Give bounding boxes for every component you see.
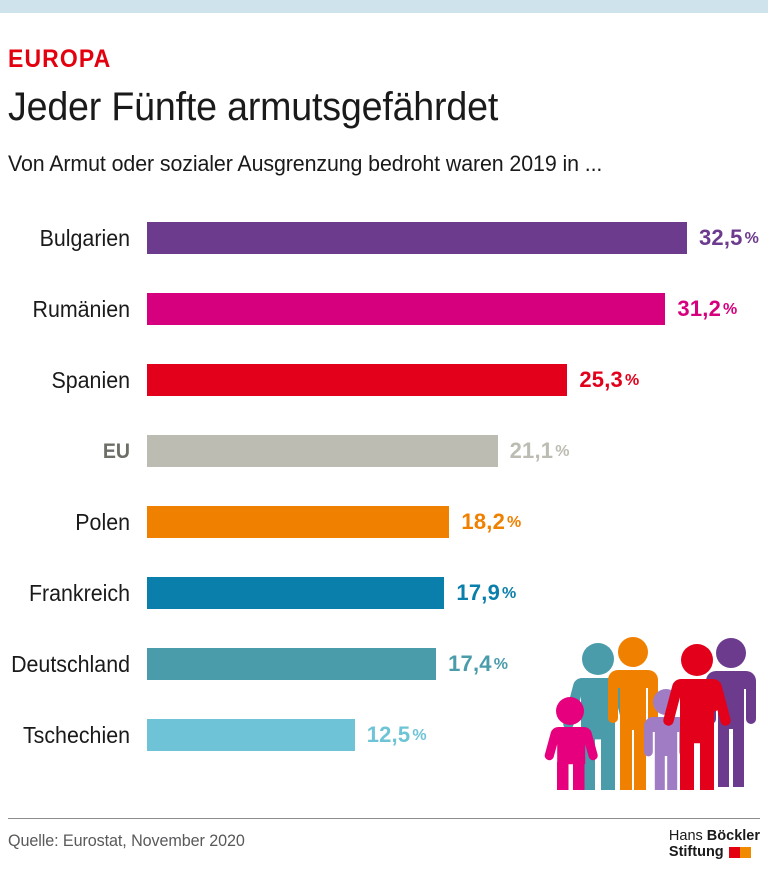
bar-row: Deutschland 17,4%: [0, 648, 768, 680]
bar-track: 31,2%: [147, 293, 768, 325]
bar-value-label: 32,5%: [699, 225, 759, 251]
logo-red-square-icon: [728, 846, 740, 858]
bar-category-label: Deutschland: [11, 650, 130, 677]
bar-fill: [147, 719, 355, 751]
top-accent-band: [0, 0, 768, 13]
family-pictogram-illustration: [527, 634, 763, 790]
bar-fill: [147, 293, 666, 325]
man-orange-icon: [608, 637, 658, 790]
percent-sign: %: [555, 443, 570, 460]
bar-track: 17,9%: [147, 577, 768, 609]
bar-category-label: Spanien: [51, 366, 130, 393]
percent-sign: %: [412, 727, 427, 744]
bar-value-number: 17,4: [448, 651, 492, 676]
bar-value-label: 31,2%: [677, 296, 737, 322]
bar-value-label: 25,3%: [579, 367, 639, 393]
bar-fill: [147, 506, 450, 538]
bar-fill: [147, 648, 437, 680]
logo-word-boeckler: Böckler: [706, 828, 760, 844]
bar-value-number: 17,9: [456, 580, 501, 605]
percent-sign: %: [744, 230, 760, 247]
bar-track: 18,2%: [147, 506, 768, 538]
footer-divider: [8, 818, 760, 819]
hans-boeckler-stiftung-logo: Hans Böckler Stiftung: [669, 828, 760, 860]
logo-line-two: Stiftung: [669, 844, 760, 860]
source-note: Quelle: Eurostat, November 2020: [8, 831, 245, 850]
woman-red-icon: [663, 644, 731, 790]
bar-track: 32,5%: [147, 222, 768, 254]
logo-line-one: Hans Böckler: [669, 828, 760, 844]
percent-sign: %: [624, 372, 640, 389]
bar-category-label: Frankreich: [28, 579, 131, 606]
girl-child-pink-icon: [544, 697, 598, 790]
page-subtitle: Von Armut oder sozialer Ausgrenzung bedr…: [8, 151, 603, 177]
bar-row: Bulgarien 32,5%: [0, 222, 768, 254]
bar-value-label: 17,4%: [448, 651, 508, 677]
bar-fill: [147, 435, 498, 467]
bar-category-label: Bulgarien: [39, 224, 130, 251]
percent-sign: %: [507, 514, 522, 531]
bar-value-number: 25,3: [579, 367, 623, 392]
bar-value-label: 12,5%: [367, 722, 427, 748]
bar-row: Polen 18,2%: [0, 506, 768, 538]
bar-value-number: 31,2: [677, 296, 722, 321]
logo-orange-square-icon: [739, 846, 751, 858]
page-title: Jeder Fünfte armutsgefährdet: [8, 85, 499, 129]
bar-row: Tschechien 12,5%: [0, 719, 768, 751]
bar-category-label: EU: [102, 439, 130, 463]
bar-track: 21,1%: [147, 435, 768, 467]
bar-row: Frankreich 17,9%: [0, 577, 768, 609]
percent-sign: %: [502, 585, 517, 602]
logo-word-hans: Hans: [668, 828, 707, 844]
bar-value-label: 18,2%: [461, 509, 521, 535]
bar-value-number: 32,5: [699, 225, 743, 250]
logo-swatches: [728, 846, 751, 858]
percent-sign: %: [493, 656, 509, 673]
bar-chart: Bulgarien 32,5% Rumänien 31,2% Spanien 25,3% E…: [0, 222, 768, 792]
bar-value-number: 12,5: [366, 722, 411, 747]
bar-category-label: Polen: [75, 508, 130, 535]
logo-word-stiftung: Stiftung: [668, 844, 724, 861]
bar-fill: [147, 577, 445, 609]
bar-category-label: Rumänien: [32, 295, 130, 322]
bar-value-number: 21,1: [509, 438, 554, 463]
bar-value-label: 21,1%: [510, 438, 570, 464]
bar-track: 17,4%: [147, 648, 768, 680]
bar-fill: [147, 364, 568, 396]
bar-row: Rumänien 31,2%: [0, 293, 768, 325]
bar-row: EU 21,1%: [0, 435, 768, 467]
bar-track: 12,5%: [147, 719, 768, 751]
percent-sign: %: [723, 301, 738, 318]
bar-track: 25,3%: [147, 364, 768, 396]
bar-value-label: 17,9%: [456, 580, 516, 606]
kicker-label: EUROPA: [8, 45, 112, 73]
bar-fill: [147, 222, 687, 254]
header: EUROPA Jeder Fünfte armutsgefährdet Von …: [0, 13, 768, 177]
bar-category-label: Tschechien: [22, 721, 131, 748]
bar-value-number: 18,2: [461, 509, 506, 534]
bar-row: Spanien 25,3%: [0, 364, 768, 396]
